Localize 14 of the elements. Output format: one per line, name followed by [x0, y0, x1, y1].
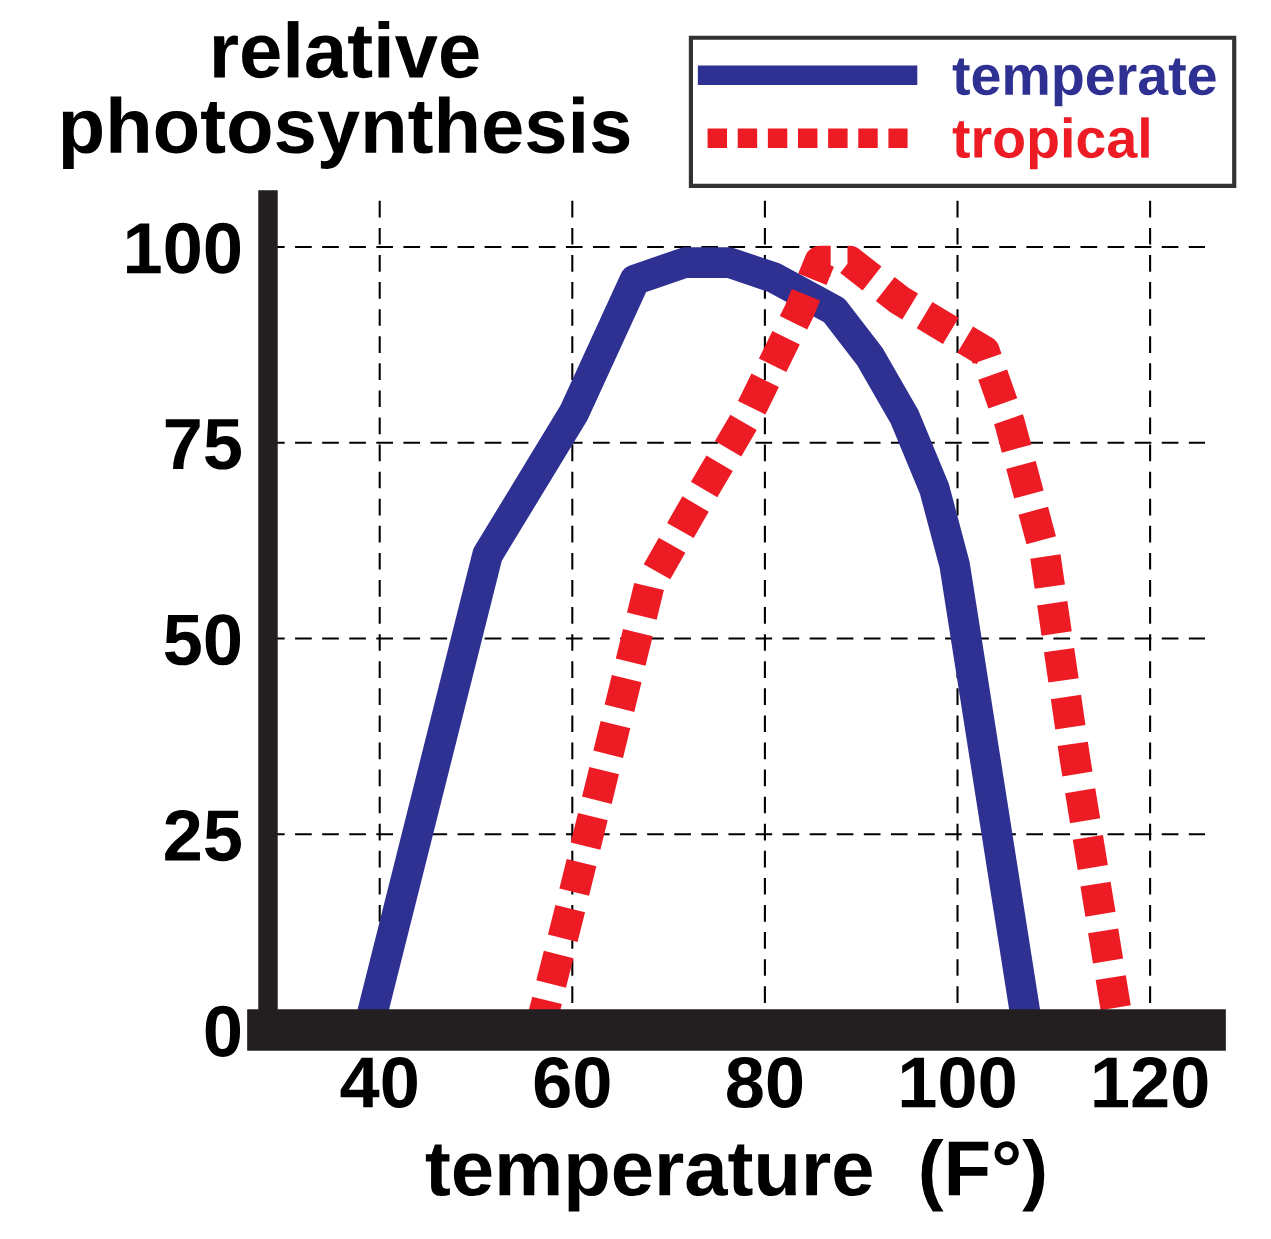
x-tick-label: 60 — [534, 1056, 610, 1109]
y-tick-label: 25 — [165, 809, 241, 862]
x-tick-label: 80 — [727, 1056, 803, 1109]
y-tick-label: 75 — [165, 419, 241, 470]
y-tick-label: 100 — [127, 222, 241, 274]
y-tick-label: 50 — [164, 614, 241, 666]
y-axis-title: relative photosynthesis — [62, 21, 630, 169]
y-tick-label: 0 — [205, 1005, 241, 1057]
legend-label: tropical — [952, 117, 1149, 170]
x-tick-label: 120 — [1094, 1056, 1208, 1109]
legend-label: temperate — [952, 58, 1216, 107]
x-tick-label: 100 — [901, 1056, 1015, 1109]
x-axis-title: temperature (F°) — [425, 1138, 1045, 1212]
x-tick-label: 40 — [340, 1056, 417, 1109]
